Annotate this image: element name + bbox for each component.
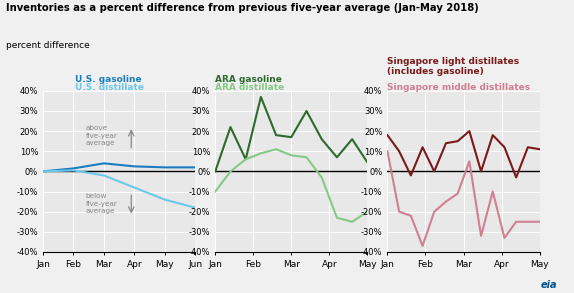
Text: Singapore middle distillates: Singapore middle distillates bbox=[387, 83, 530, 92]
Text: Inventories as a percent difference from previous five-year average (Jan-May 201: Inventories as a percent difference from… bbox=[6, 3, 479, 13]
Text: percent difference: percent difference bbox=[6, 41, 90, 50]
Text: eia: eia bbox=[540, 280, 557, 290]
Text: above
five-year
average: above five-year average bbox=[86, 125, 118, 146]
Text: Singapore light distillates
(includes gasoline): Singapore light distillates (includes ga… bbox=[387, 57, 519, 76]
Text: below
five-year
average: below five-year average bbox=[86, 193, 118, 214]
Text: U.S. distillate: U.S. distillate bbox=[75, 83, 144, 92]
Text: ARA distillate: ARA distillate bbox=[215, 83, 285, 92]
Text: ARA gasoline: ARA gasoline bbox=[215, 74, 282, 84]
Text: U.S. gasoline: U.S. gasoline bbox=[75, 74, 141, 84]
